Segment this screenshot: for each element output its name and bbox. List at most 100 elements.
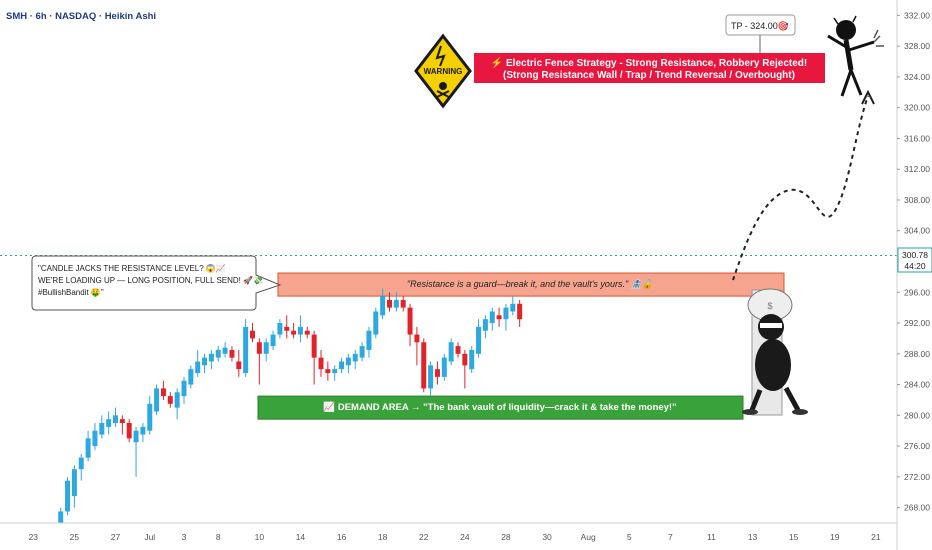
candles	[58, 288, 523, 523]
price-tick-label: 312.00	[904, 164, 930, 174]
candle-body	[263, 342, 269, 354]
candle-body	[517, 303, 523, 320]
strategy-line-2: (Strong Resistance Wall / Trap / Trend R…	[503, 70, 795, 81]
time-tick-label: 19	[830, 532, 840, 542]
time-tick-label: Jul	[144, 532, 155, 542]
candle-body	[113, 415, 118, 424]
candle-body	[174, 392, 180, 408]
svg-text:$: $	[767, 301, 772, 311]
robber-figure-icon: $	[742, 288, 808, 416]
time-tick-label: 21	[871, 532, 881, 542]
candle-body	[304, 330, 310, 335]
price-tick-label: 276.00	[904, 441, 930, 451]
price-tick-label: 320.00	[904, 103, 930, 113]
price-tick-label: 332.00	[904, 10, 930, 20]
warning-sign-icon: WARNING	[414, 33, 472, 109]
price-tick-label: 280.00	[904, 410, 930, 420]
candle-body	[332, 369, 338, 374]
candle-body	[387, 299, 392, 308]
candle-body	[250, 330, 255, 339]
time-tick-label: 30	[542, 532, 552, 542]
candle-body	[202, 357, 208, 366]
candle-body	[140, 426, 146, 435]
price-tick-label: 304.00	[904, 226, 930, 236]
callout-line-1: "CANDLE JACKS THE RESISTANCE LEVEL? 😱📈	[38, 263, 226, 273]
electrocuted-figure-icon	[827, 15, 884, 97]
candle-body	[215, 349, 221, 358]
price-tick-label: 288.00	[904, 349, 930, 359]
price-tick-label: 328.00	[904, 41, 930, 51]
candle-body	[469, 349, 475, 370]
projection-path	[732, 95, 869, 281]
demand-text: 📈 DEMAND AREA → "The bank vault of liqui…	[323, 401, 676, 413]
candle-body	[311, 334, 317, 358]
candle-body	[455, 346, 461, 354]
candle-body	[366, 330, 372, 350]
candle-body	[297, 326, 303, 335]
last-price-value: 300.78	[902, 250, 928, 260]
candle-body	[414, 334, 420, 343]
price-tick-label: 308.00	[904, 195, 930, 205]
candle-body	[65, 480, 71, 512]
projection-arrow-icon	[861, 89, 875, 105]
strategy-line-1: ⚡ Electric Fence Strategy - Strong Resis…	[491, 56, 807, 69]
candle-body	[373, 311, 379, 335]
candle-body	[58, 511, 64, 523]
resistance-text: "Resistance is a guard—break it, and the…	[407, 278, 654, 289]
time-tick-label: 7	[668, 532, 673, 542]
candle-body	[92, 430, 98, 447]
price-axis[interactable]: 268.00 272.00 276.00 280.00 284.00 288.00 292.…	[896, 0, 930, 550]
time-tick-label: 10	[255, 532, 265, 542]
candle-body	[393, 299, 399, 308]
candle-body	[167, 396, 173, 404]
candle-body	[147, 403, 153, 431]
candle-body	[380, 296, 386, 316]
candle-body	[78, 457, 84, 470]
zones	[257, 272, 785, 420]
strategy-banner-box	[474, 53, 825, 83]
candle-body	[407, 307, 413, 335]
candle-body	[222, 347, 228, 354]
resistance-zone-label: "Resistance is a guard—break it, and the…	[407, 278, 654, 289]
time-tick-label: Aug	[581, 532, 596, 542]
candle-body	[126, 423, 132, 439]
time-tick-label: 23	[29, 532, 39, 542]
candle-body	[339, 361, 345, 370]
candle-body	[181, 380, 187, 397]
candle-body	[188, 369, 194, 385]
candle-body	[489, 311, 495, 324]
candle-body	[154, 388, 160, 412]
time-tick-label: 16	[337, 532, 347, 542]
time-tick-label: 5	[627, 532, 632, 542]
last-price-countdown: 44:20	[904, 261, 926, 271]
candle-body	[119, 419, 125, 424]
candle-body	[236, 361, 242, 370]
time-tick-label: 14	[296, 532, 306, 542]
tp-label-box: TP - 324.00🎯	[725, 14, 796, 53]
candle-body	[229, 349, 235, 358]
candle-body	[277, 323, 283, 335]
candle-body	[352, 353, 358, 362]
candle-body	[133, 430, 139, 443]
time-tick-label: 11	[707, 532, 716, 542]
candle-body	[496, 315, 502, 320]
candle-body	[510, 303, 516, 312]
time-tick-label: 25	[70, 532, 80, 542]
chart-title: SMH · 6h · NASDAQ · Heikin Ashi	[6, 11, 156, 22]
candle-body	[160, 388, 166, 397]
candle-body	[243, 326, 249, 374]
time-axis[interactable]: 23 25 27 Jul 3 8 10 14 16 18 22 24 28 30 Aug 5 7 11 13 15 19…	[0, 522, 897, 542]
candle-body	[421, 342, 427, 389]
candle-body	[71, 469, 77, 497]
candle-body	[208, 353, 214, 362]
candle-body	[345, 357, 351, 366]
callout-line-2: WE'RE LOADING UP — LONG POSITION, FULL S…	[38, 275, 263, 285]
callout-box: "CANDLE JACKS THE RESISTANCE LEVEL? 😱📈 W…	[31, 255, 282, 311]
time-tick-label: 24	[460, 532, 470, 542]
time-tick-label: 22	[419, 532, 429, 542]
demand-zone	[257, 395, 744, 420]
candle-body	[462, 353, 468, 366]
candle-body	[476, 326, 482, 354]
candle-body	[99, 423, 105, 435]
